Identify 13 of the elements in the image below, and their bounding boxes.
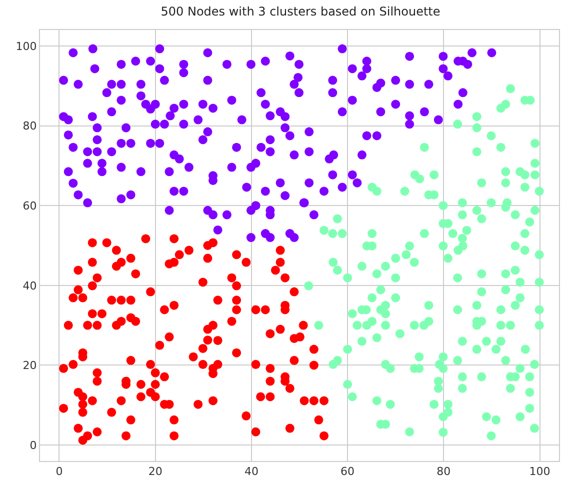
y-tick-label: 40 bbox=[22, 279, 37, 292]
chart-title: 500 Nodes with 3 clusters based on Silhouette bbox=[160, 4, 440, 19]
y-tick-label: 80 bbox=[22, 120, 37, 133]
y-tick-label: 20 bbox=[22, 359, 37, 372]
x-tick-label: 0 bbox=[56, 465, 63, 478]
x-tick-label: 40 bbox=[244, 465, 258, 478]
x-tick-label: 80 bbox=[436, 465, 451, 478]
x-tick-label: 100 bbox=[529, 465, 550, 478]
y-tick-label: 100 bbox=[16, 40, 37, 53]
x-tick-label: 20 bbox=[148, 465, 162, 478]
y-tick-label: 0 bbox=[30, 438, 37, 452]
x-tick-label: 60 bbox=[340, 465, 355, 478]
y-tick-label: 60 bbox=[22, 199, 37, 212]
